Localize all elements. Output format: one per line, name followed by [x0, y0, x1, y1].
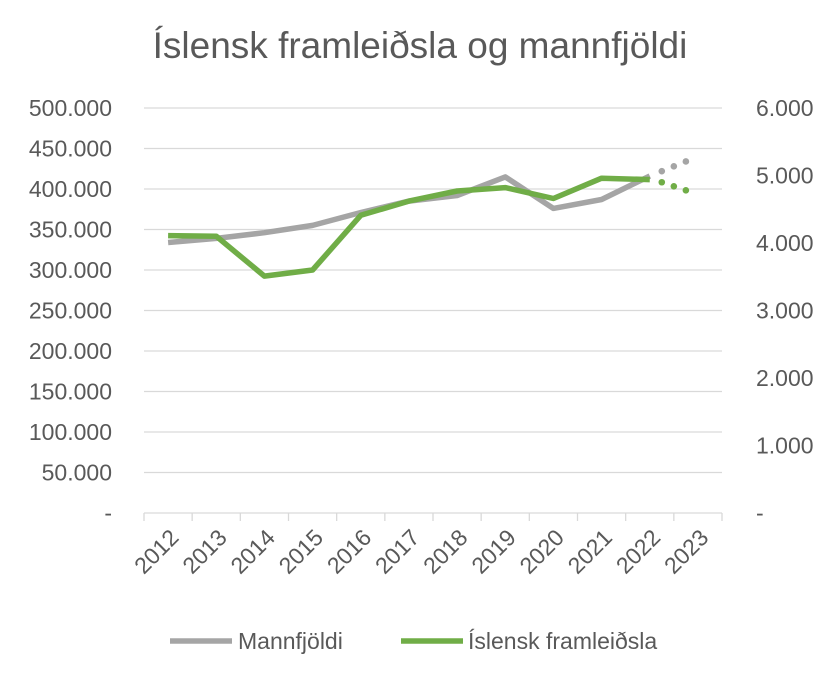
series-line [168, 175, 650, 279]
legend-label: Mannfjöldi [238, 628, 343, 654]
legend-label: Íslensk framleiðsla [468, 628, 657, 654]
axes: 500.000 450.000 400.000 350.000 300.000 250.0… [29, 95, 814, 579]
y-right-tick-label: 3.000 [756, 298, 814, 324]
x-tick-label: 2013 [177, 524, 232, 579]
projection-point [682, 187, 690, 194]
y-left-tick-label: 200.000 [29, 338, 112, 364]
y-left-tick-label: - [104, 500, 112, 526]
y-right-tick-label: 2.000 [756, 365, 814, 391]
series-lines [167, 158, 690, 279]
y-left-tick-label: 350.000 [29, 217, 112, 243]
y-right-tick-label: 5.000 [756, 163, 814, 189]
y-left-tick-label: 450.000 [29, 136, 112, 162]
legend: Mannfjöldi Íslensk framleiðsla [170, 628, 657, 654]
y-left-tick-label: 300.000 [29, 257, 112, 283]
y-right-tick-label: 1.000 [756, 433, 814, 459]
chart-title: Íslensk framleiðsla og mannfjöldi [153, 25, 688, 66]
x-tick-label: 2020 [514, 524, 569, 579]
x-tick-label: 2016 [322, 524, 377, 579]
y-left-tick-label: 500.000 [29, 95, 112, 121]
y-left-tick-label: 400.000 [29, 176, 112, 202]
y-left-tick-label: 100.000 [29, 419, 112, 445]
x-tick-label: 2018 [418, 524, 473, 579]
projection-point [658, 167, 666, 175]
x-tick-label: 2012 [129, 524, 184, 579]
y-right-tick-label: - [756, 500, 764, 526]
y-left-tick-label: 250.000 [29, 298, 112, 324]
y-right-tick-label: 4.000 [756, 230, 814, 256]
x-tick-label: 2019 [466, 524, 521, 579]
x-tick-label: 2023 [659, 524, 714, 579]
x-tick-label: 2015 [274, 524, 329, 579]
projection-point [682, 158, 690, 165]
projection-point [670, 163, 678, 170]
y-right-tick-label: 6.000 [756, 95, 814, 121]
x-tick-label: 2022 [611, 524, 666, 579]
projection-point [658, 178, 666, 186]
y-left-tick-label: 150.000 [29, 379, 112, 405]
x-tick-label: 2021 [563, 524, 618, 579]
x-tick-label: 2017 [370, 524, 425, 579]
x-tick-label: 2014 [225, 524, 280, 579]
gridlines [144, 107, 722, 474]
projection-point [670, 183, 678, 190]
y-left-tick-label: 50.000 [42, 460, 112, 486]
